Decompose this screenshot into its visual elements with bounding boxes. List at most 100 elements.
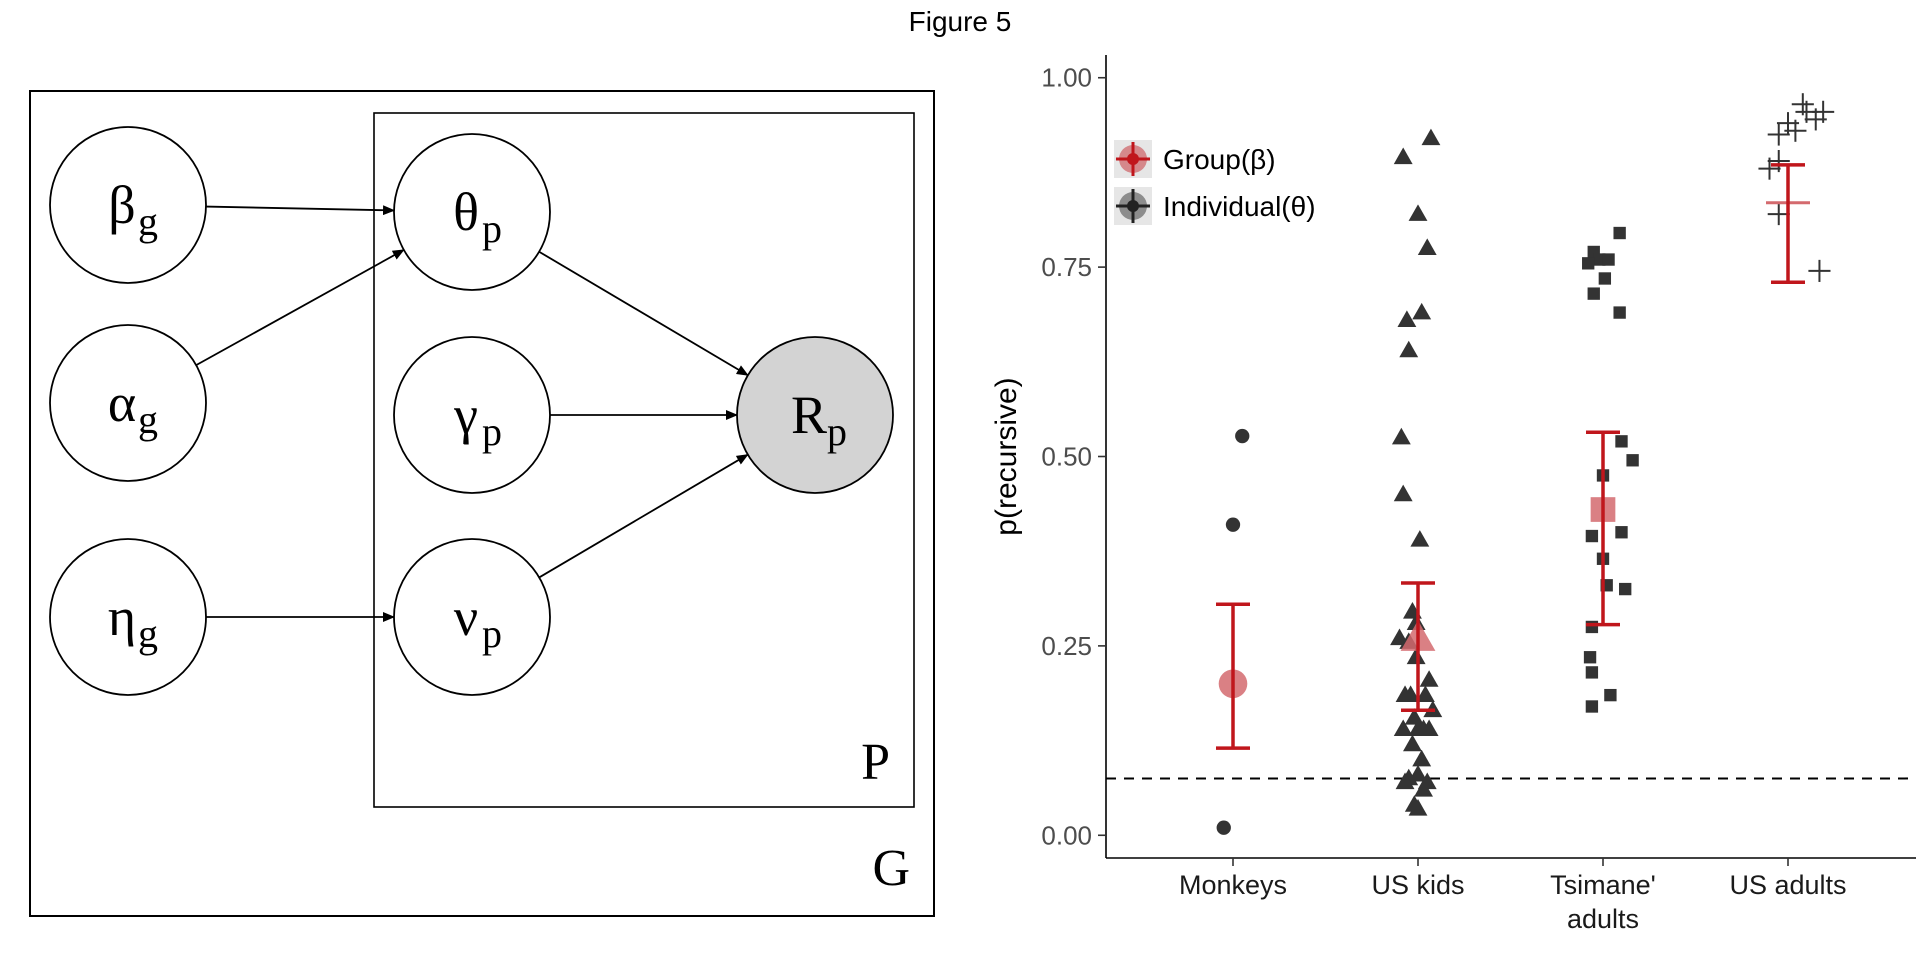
inner-plate-label: P [861, 734, 890, 791]
legend-label: Group(β) [1163, 144, 1276, 175]
individual-point [1395, 772, 1415, 790]
node-beta-subscript: g [138, 199, 158, 244]
node-theta-symbol: θ [453, 182, 479, 242]
x-tick-label: US adults [1729, 870, 1846, 900]
node-eta-symbol: η [108, 587, 136, 647]
y-tick-label: 1.00 [1041, 63, 1092, 93]
individual-point [1403, 734, 1422, 752]
node-beta-symbol: β [108, 175, 135, 235]
node-R-symbol: R [791, 385, 827, 445]
node-nu-circle [393, 538, 551, 696]
node-eta-circle [49, 538, 207, 696]
edge-nu-to-R [538, 453, 749, 579]
node-gamma-symbol: γ [453, 385, 478, 445]
individual-point [1415, 685, 1435, 702]
individual-point [1767, 203, 1790, 226]
individual-point [1391, 427, 1411, 445]
individual-point [1784, 119, 1807, 142]
figure-title: Figure 5 [908, 6, 1012, 37]
edge-beta-to-theta [205, 205, 396, 216]
individual-point [1225, 517, 1241, 532]
node-alpha-circle [49, 324, 207, 482]
node-theta-subscript: p [482, 206, 502, 251]
graphical-model-diagram: G P β gα gη gθ pγ pν pR p [29, 90, 935, 917]
individual-point [1615, 435, 1628, 448]
individual-point [1393, 147, 1413, 165]
node-alpha-symbol: α [108, 373, 136, 433]
individual-point [1397, 310, 1417, 327]
legend-key-0 [1114, 140, 1152, 178]
legend-label: Individual(θ) [1163, 191, 1316, 222]
individual-point [1412, 749, 1432, 767]
x-tick-label: adults [1567, 904, 1639, 934]
legend-key-dot [1127, 200, 1139, 212]
individual-point [1808, 259, 1831, 282]
y-axis-label: p(recursive) [990, 377, 1023, 535]
individual-point [1393, 484, 1413, 502]
y-tick-label: 0.75 [1041, 252, 1092, 282]
individual-point [1582, 257, 1595, 270]
legend-key-1 [1114, 187, 1152, 225]
individual-point [1585, 700, 1599, 713]
individual-point [1412, 302, 1432, 320]
individual-point [1804, 108, 1827, 131]
individual-point [1410, 530, 1430, 547]
individual-point [1399, 340, 1419, 358]
y-tick-label: 0.25 [1041, 631, 1092, 661]
individual-point [1417, 238, 1437, 255]
individual-point [1585, 666, 1599, 679]
individual-point [1414, 780, 1433, 797]
node-nu-subscript: p [482, 611, 502, 656]
node-nu-symbol: ν [454, 587, 478, 647]
individual-point [1615, 526, 1628, 539]
individual-point [1419, 719, 1439, 737]
y-tick-label: 0.00 [1041, 820, 1092, 850]
individual-point [1419, 670, 1439, 687]
individual-point [1767, 123, 1790, 146]
individual-point [1604, 688, 1617, 702]
individual-point [1408, 204, 1428, 221]
individual-point [1390, 628, 1409, 646]
individual-point [1408, 799, 1428, 816]
individual-point [1216, 820, 1231, 835]
legend-key-dot [1127, 153, 1139, 165]
node-theta-circle [393, 133, 551, 291]
x-tick-label: Monkeys [1179, 870, 1287, 900]
individual-point [1393, 719, 1413, 737]
individual-point [1408, 764, 1428, 782]
individual-point [1613, 306, 1626, 319]
individual-point [1613, 226, 1626, 240]
node-gamma-subscript: p [482, 409, 502, 454]
node-beta-circle [49, 126, 207, 284]
outer-plate-g [29, 90, 935, 917]
node-gamma-circle [393, 336, 551, 494]
outer-plate-label: G [872, 840, 910, 897]
individual-point [1421, 128, 1441, 146]
individual-point [1585, 529, 1599, 543]
individual-point [1619, 582, 1632, 596]
node-eta-subscript: g [138, 611, 158, 656]
node-R-circle [736, 336, 894, 494]
y-tick-label: 0.50 [1041, 442, 1092, 472]
individual-point [1404, 708, 1424, 725]
x-tick-label: Tsimane' [1550, 870, 1656, 900]
node-alpha-subscript: g [138, 397, 158, 442]
individual-point [1583, 651, 1597, 664]
individual-point [1235, 428, 1250, 444]
inner-plate-p [373, 112, 915, 808]
individual-point [1406, 647, 1426, 665]
individual-point [1401, 685, 1421, 702]
node-R-subscript: p [827, 409, 847, 454]
individual-point [1587, 287, 1600, 300]
individual-point [1585, 620, 1599, 634]
individual-point [1626, 454, 1639, 467]
individual-point [1767, 150, 1790, 173]
